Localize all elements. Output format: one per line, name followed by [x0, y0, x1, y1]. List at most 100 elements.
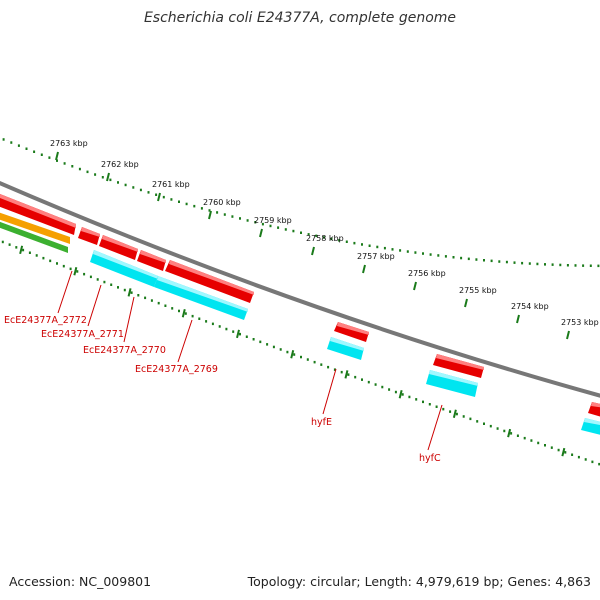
- leader-line: [322, 368, 337, 415]
- ruler-dot: [408, 395, 411, 399]
- ruler-dot: [490, 259, 493, 263]
- ruler-major-tick: [516, 314, 520, 324]
- ruler-dot: [361, 378, 363, 381]
- ruler-dot: [428, 403, 431, 406]
- ruler-dot: [178, 200, 180, 203]
- inner-scale-ruler: [1, 240, 600, 466]
- ruler-dot: [259, 340, 262, 344]
- ruler-dot: [150, 299, 153, 302]
- ruler-tick-label: 2755 kbp: [459, 286, 497, 295]
- ruler-dot: [551, 263, 554, 266]
- ruler-dot: [544, 263, 546, 266]
- ruler-dot: [117, 286, 119, 289]
- red-gene-block: [337, 322, 369, 335]
- ruler-dot: [261, 222, 264, 226]
- ruler-dot: [139, 188, 142, 192]
- red-gene-block: [140, 250, 166, 263]
- ruler-dot: [279, 348, 282, 351]
- ruler-dot: [10, 141, 13, 144]
- ruler-dot: [184, 312, 187, 315]
- ruler-dot: [537, 441, 540, 445]
- ruler-dot: [69, 267, 72, 271]
- ruler-dot: [528, 262, 531, 265]
- ruler-dot: [284, 228, 287, 231]
- ruler-dot: [130, 291, 133, 294]
- ruler-dot: [33, 150, 36, 153]
- ruler-dot: [28, 251, 31, 254]
- ruler-dot: [460, 256, 463, 260]
- ruler-dot: [559, 263, 562, 267]
- ruler-dot: [582, 264, 585, 267]
- ruler-dot: [444, 255, 447, 258]
- ruler-major-tick: [55, 151, 59, 161]
- ruler-dot: [489, 424, 492, 428]
- ruler-tick-label: 2757 kbp: [357, 252, 395, 261]
- ruler-dot: [94, 173, 97, 176]
- ruler-dot: [286, 350, 289, 354]
- ruler-dot: [483, 422, 485, 425]
- ruler-major-tick: [362, 264, 366, 274]
- leader-line: [87, 284, 102, 327]
- ruler-dot: [394, 390, 397, 394]
- ruler-major-tick: [561, 447, 566, 457]
- ruler-dot: [516, 434, 519, 437]
- ruler-dot: [591, 460, 594, 464]
- ruler-tick-label: 2758 kbp: [306, 234, 344, 243]
- cyan-gene-block: [584, 418, 600, 426]
- ruler-dot: [277, 226, 280, 229]
- ruler-tick-label: 2763 kbp: [50, 139, 88, 148]
- ruler-dot: [254, 221, 257, 224]
- ruler-dot: [367, 380, 370, 384]
- ruler-dot: [200, 207, 203, 210]
- red-gene-block: [0, 193, 76, 228]
- cds-forward-track: [0, 193, 600, 417]
- ruler-dot: [442, 407, 445, 411]
- red-gene-block: [78, 227, 100, 245]
- ruler-dot: [376, 245, 379, 249]
- ruler-dot: [137, 294, 140, 297]
- gene-label-EcE24377A_2769: EcE24377A_2769: [135, 364, 218, 375]
- ruler-dot: [2, 138, 5, 141]
- ruler-dot: [35, 254, 38, 257]
- ruler-dot: [414, 251, 417, 254]
- ruler-dot: [252, 338, 255, 341]
- ruler-dot: [272, 345, 275, 349]
- ruler-dot: [584, 458, 587, 461]
- genome-backbone: [0, 180, 600, 398]
- ruler-dot: [571, 453, 574, 456]
- ruler-dot: [340, 370, 343, 374]
- ruler-dot: [435, 405, 438, 408]
- ruler-dot: [544, 444, 546, 447]
- ruler-major-tick: [208, 210, 212, 220]
- ruler-dot: [25, 147, 28, 150]
- ruler-dot: [245, 335, 248, 338]
- ruler-dot: [307, 233, 310, 236]
- ruler-tick-label: 2756 kbp: [408, 269, 446, 278]
- ruler-dot: [191, 314, 194, 318]
- ruler-dot: [498, 260, 501, 263]
- ruler-dot: [218, 325, 221, 328]
- ruler-dot: [157, 301, 160, 305]
- ruler-dot: [223, 213, 226, 216]
- ruler-major-tick: [19, 245, 24, 255]
- ruler-dot: [523, 436, 526, 440]
- ruler-dot: [564, 451, 567, 454]
- ruler-dot: [597, 264, 600, 268]
- red-gene-block: [102, 235, 138, 252]
- ruler-dot: [530, 439, 533, 442]
- ruler-dot: [557, 448, 560, 452]
- ruler-dot: [193, 204, 196, 208]
- ruler-dot: [330, 237, 333, 241]
- ruler-major-tick: [290, 350, 295, 359]
- ruler-dot: [117, 181, 119, 184]
- ruler-dot: [589, 264, 592, 267]
- ruler-dot: [76, 270, 79, 273]
- ruler-dot: [429, 253, 432, 256]
- ruler-major-tick: [344, 370, 349, 379]
- ruler-dot: [475, 258, 478, 261]
- ruler-dot: [208, 209, 211, 212]
- accession-text: Accession: NC_009801: [9, 574, 152, 589]
- ruler-dot: [48, 156, 51, 159]
- gene-label-EcE24377A_2770: EcE24377A_2770: [83, 345, 166, 356]
